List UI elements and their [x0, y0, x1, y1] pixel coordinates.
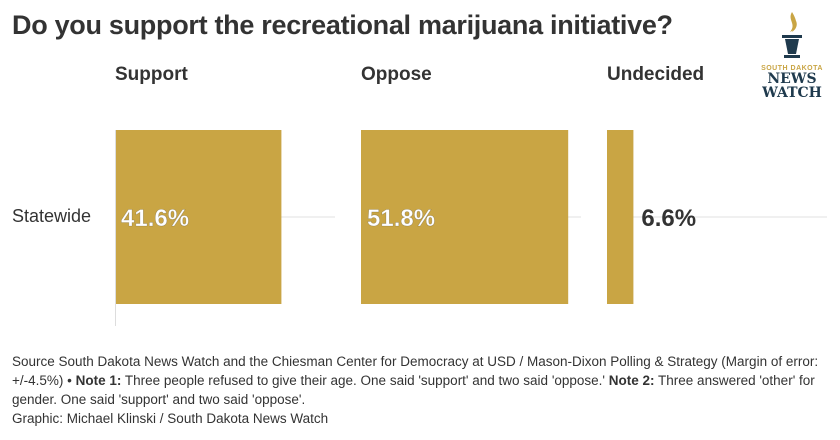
data-label-undecided: 6.6% [641, 205, 696, 232]
data-label-support: 41.6% [121, 205, 189, 232]
logo-line2: NEWS [767, 71, 817, 87]
news-watch-logo: SOUTH DAKOTA NEWS WATCH [752, 10, 832, 100]
bar-oppose [361, 130, 569, 304]
data-label-oppose: 51.8% [367, 205, 435, 232]
note2-text: Three answered 'other' for gender. One s… [12, 373, 815, 407]
note1-label: Note 1: [75, 373, 122, 388]
torch-icon [782, 12, 802, 58]
panel-header-undecided: Undecided [607, 64, 705, 85]
note2-label: Note 2: [608, 373, 655, 388]
logo-line1: SOUTH DAKOTA [761, 65, 823, 72]
bar-undecided [607, 130, 634, 304]
row-label: Statewide [12, 206, 92, 226]
logo-line3: WATCH [762, 85, 822, 101]
bar-support [115, 130, 282, 304]
source-text: Source South Dakota News Watch and the C… [12, 354, 819, 388]
panel-header-support: Support [115, 64, 188, 85]
panel-header-oppose: Oppose [361, 64, 432, 85]
footnotes: Source South Dakota News Watch and the C… [12, 352, 832, 428]
note1-text: Three people refused to give their age. … [121, 373, 609, 388]
credit-text: Graphic: Michael Klinski / South Dakota … [12, 411, 329, 426]
chart-title: Do you support the recreational marijuan… [12, 10, 673, 40]
